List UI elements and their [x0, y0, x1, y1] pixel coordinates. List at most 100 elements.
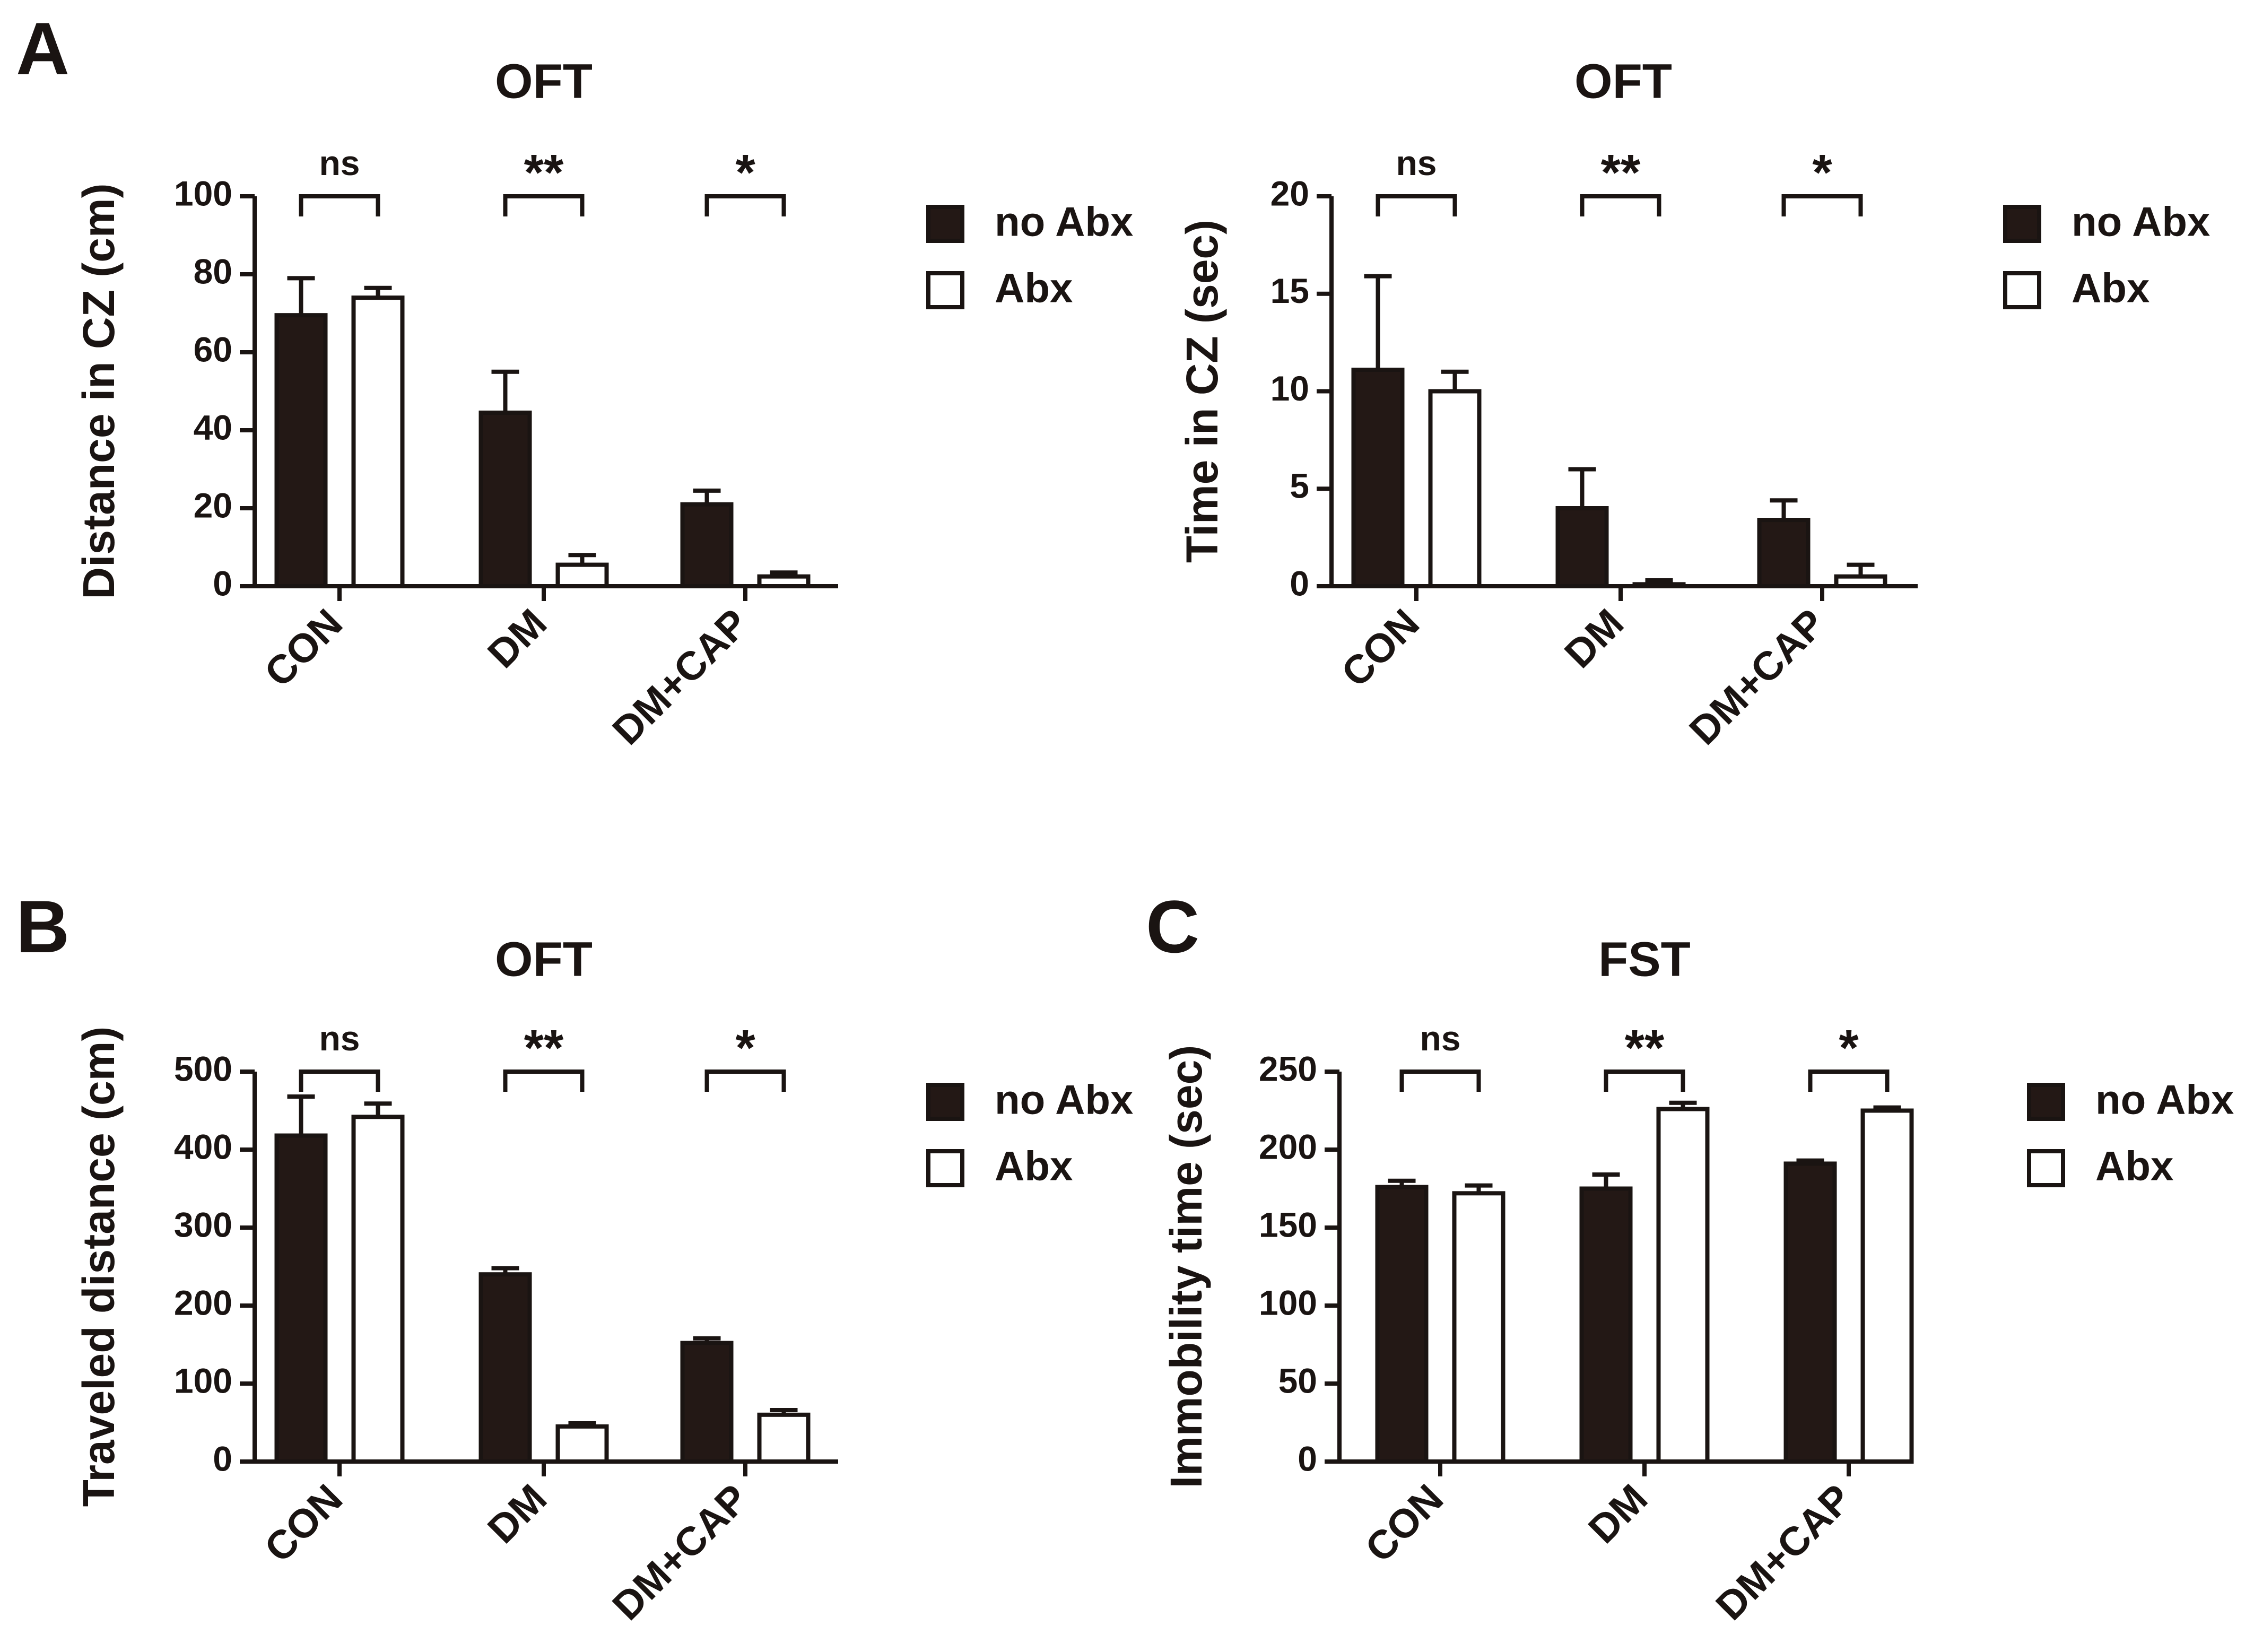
- chart-b: OFT Traveled distance (cm) 0 100 200 300 400 50…: [74, 932, 1133, 1629]
- significance-label: ns: [1396, 143, 1437, 182]
- y-tick-label: 15: [1270, 271, 1309, 310]
- chart-title: OFT: [1574, 54, 1672, 108]
- x-tick-label: DM+CAP: [604, 601, 757, 754]
- significance-label: **: [1601, 144, 1641, 201]
- charts-root: OFTDistance in CZ (cm)020406080100CONnsD…: [74, 54, 2234, 1629]
- significance-label: *: [1839, 1020, 1859, 1076]
- legend-label: no Abx: [2072, 198, 2210, 245]
- bar-abx: [558, 565, 607, 586]
- y-axis-label: Traveled distance (cm): [74, 1027, 124, 1507]
- chart-c: FST Immobility time (sec) 0 50 100 150 200 250 C…: [1161, 932, 2234, 1629]
- legend-swatch: [928, 273, 962, 307]
- y-tick-label: 300: [174, 1205, 232, 1244]
- x-tick-label: DM+CAP: [1707, 1476, 1860, 1629]
- bar-abx: [1635, 584, 1684, 586]
- panel-label-b: B: [16, 885, 69, 968]
- y-tick-label: 200: [174, 1283, 232, 1322]
- chart-title: OFT: [495, 932, 593, 986]
- bar-no-abx: [683, 1343, 732, 1462]
- legend-label: Abx: [2095, 1143, 2173, 1189]
- significance-label: ns: [1420, 1019, 1460, 1058]
- panel-label-a: A: [16, 7, 69, 90]
- bar-no-abx: [481, 1274, 530, 1462]
- bar-abx: [1863, 1111, 1912, 1462]
- bar-no-abx: [1354, 370, 1403, 586]
- y-tick-label: 40: [194, 407, 232, 447]
- significance-label: **: [524, 1020, 564, 1076]
- bar-abx: [760, 1415, 808, 1462]
- y-tick-label: 5: [1290, 466, 1309, 506]
- significance-label: *: [1812, 144, 1832, 201]
- significance-bracket: [301, 196, 378, 216]
- y-tick-label: 0: [213, 563, 232, 603]
- legend-swatch: [2029, 1151, 2063, 1185]
- y-tick-label: 20: [1270, 173, 1309, 213]
- x-tick-label: CON: [256, 601, 351, 696]
- panel-label-c: C: [1146, 885, 1199, 968]
- y-tick-label: 100: [1259, 1283, 1317, 1322]
- y-axis-label: Distance in CZ (cm): [74, 183, 124, 599]
- x-tick-label: CON: [1333, 601, 1428, 696]
- legend-swatch: [2005, 207, 2039, 241]
- bar-abx: [1431, 392, 1480, 587]
- bar-no-abx: [1558, 508, 1607, 586]
- significance-label: **: [1625, 1020, 1665, 1076]
- x-tick-label: CON: [256, 1476, 351, 1571]
- y-tick-label: 50: [1278, 1361, 1317, 1400]
- legend-label: Abx: [2072, 265, 2149, 311]
- chart-a2: OFT Time in CZ (sec) 0 5 10 15 20 CON ns DM ** DM+C…: [1177, 54, 2210, 753]
- y-axis-label: Time in CZ (sec): [1177, 220, 1227, 563]
- bar-no-abx: [1786, 1163, 1835, 1462]
- y-tick-label: 200: [1259, 1127, 1317, 1166]
- y-tick-label: 0: [1290, 563, 1309, 603]
- y-tick-label: 10: [1270, 369, 1309, 408]
- legend-label: no Abx: [995, 1076, 1133, 1123]
- bar-no-abx: [1760, 520, 1808, 586]
- y-tick-label: 20: [194, 485, 232, 525]
- figure-canvas: A B C OFTDistance in CZ (cm)020406080100…: [0, 0, 2254, 1652]
- bar-no-abx: [277, 315, 326, 586]
- x-tick-label: CON: [1356, 1476, 1452, 1571]
- x-tick-label: DM: [479, 1476, 555, 1552]
- y-tick-label: 0: [213, 1439, 232, 1478]
- significance-bracket: [1402, 1072, 1479, 1092]
- x-tick-label: DM+CAP: [1681, 601, 1834, 754]
- y-tick-label: 250: [1259, 1049, 1317, 1088]
- x-tick-label: DM: [1556, 601, 1632, 677]
- y-tick-label: 400: [174, 1127, 232, 1166]
- chart-title: FST: [1598, 932, 1691, 986]
- significance-bracket: [1378, 196, 1455, 216]
- y-tick-label: 80: [194, 251, 232, 291]
- bar-no-abx: [277, 1136, 326, 1462]
- legend-swatch: [928, 1085, 962, 1119]
- bar-abx: [354, 298, 403, 586]
- chart-title: OFT: [495, 54, 593, 108]
- x-tick-label: DM: [479, 601, 555, 677]
- chart-a1: OFTDistance in CZ (cm)020406080100CONnsD…: [74, 54, 1133, 753]
- bar-abx: [1659, 1109, 1708, 1462]
- y-tick-label: 100: [174, 1361, 232, 1400]
- legend-swatch: [2005, 273, 2039, 307]
- legend-label: no Abx: [2095, 1076, 2234, 1123]
- significance-label: *: [735, 1020, 755, 1076]
- y-tick-label: 60: [194, 329, 232, 369]
- bar-no-abx: [1582, 1189, 1631, 1462]
- significance-label: *: [735, 144, 755, 201]
- bar-abx: [1837, 577, 1885, 586]
- significance-label: ns: [319, 143, 360, 182]
- legend-label: Abx: [995, 265, 1073, 311]
- y-tick-label: 150: [1259, 1205, 1317, 1244]
- legend-swatch: [928, 207, 962, 241]
- y-axis-label: Immobility time (sec): [1161, 1045, 1211, 1489]
- bar-no-abx: [1378, 1187, 1426, 1462]
- legend-label: no Abx: [995, 198, 1133, 245]
- y-tick-label: 500: [174, 1049, 232, 1088]
- bar-no-abx: [481, 413, 530, 586]
- y-tick-label: 0: [1298, 1439, 1317, 1478]
- significance-label: **: [524, 144, 564, 201]
- bar-abx: [354, 1117, 403, 1462]
- legend-label: Abx: [995, 1143, 1073, 1189]
- x-tick-label: DM+CAP: [604, 1476, 757, 1629]
- bar-abx: [558, 1427, 607, 1462]
- bar-no-abx: [683, 505, 732, 586]
